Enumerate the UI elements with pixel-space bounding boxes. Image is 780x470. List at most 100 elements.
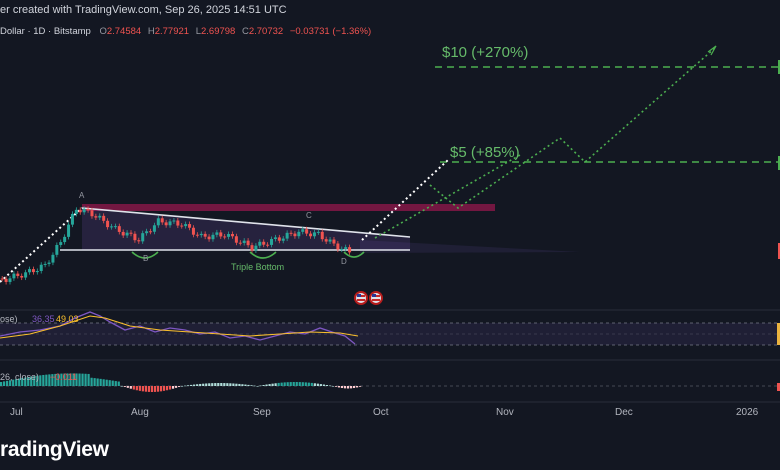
- macd-bar: [60, 373, 63, 386]
- macd-bar: [289, 382, 292, 386]
- macd-bar: [316, 383, 319, 386]
- candle-body: [223, 236, 227, 238]
- candle-body: [324, 239, 328, 242]
- low-value: 2.69798: [200, 26, 236, 37]
- open-value: 2.74584: [106, 26, 142, 37]
- point-d-label: D: [341, 257, 347, 266]
- candle-body: [113, 226, 117, 228]
- us-event-icon-2[interactable]: [369, 291, 383, 305]
- candle-body: [8, 278, 12, 282]
- bottom-arc-1: [131, 251, 159, 259]
- macd-bar: [238, 383, 241, 386]
- macd-bar: [0, 382, 3, 386]
- us-event-icon-1[interactable]: [354, 291, 368, 305]
- macd-bar: [174, 386, 178, 388]
- candle-body: [98, 215, 102, 218]
- macd-bar: [328, 385, 332, 387]
- macd-bar: [331, 386, 335, 387]
- candle-body: [47, 262, 51, 264]
- macd-bar: [48, 374, 51, 386]
- macd-bar: [181, 386, 184, 387]
- macd-bar: [241, 384, 244, 386]
- candle-body: [129, 232, 133, 234]
- macd-bar: [298, 382, 301, 386]
- macd-bar: [217, 383, 220, 386]
- macd-bar: [259, 385, 262, 387]
- macd-bar: [262, 385, 265, 386]
- candle-body: [250, 245, 254, 251]
- macd-bar: [147, 386, 151, 392]
- candle-body: [82, 208, 86, 213]
- macd-bar: [304, 382, 307, 386]
- macd-histogram: [0, 373, 362, 392]
- macd-bar: [159, 386, 163, 392]
- projection-dotted-path-2: [374, 154, 521, 239]
- projection-arrowhead: [707, 45, 717, 56]
- macd-bar: [346, 386, 350, 389]
- candle-body: [199, 233, 203, 236]
- macd-bar: [129, 386, 132, 389]
- macd-bar: [165, 386, 169, 391]
- macd-bar: [156, 386, 160, 392]
- candle-body: [4, 278, 8, 282]
- candle-body: [309, 233, 313, 237]
- macd-bar: [283, 382, 286, 386]
- macd-bar: [250, 385, 253, 386]
- candle-body: [207, 236, 211, 240]
- candle-body: [172, 220, 176, 222]
- candle-body: [55, 244, 59, 255]
- candle-body: [59, 242, 63, 245]
- candle-body: [16, 273, 20, 276]
- triangle-fill: [82, 208, 410, 250]
- candle-body: [270, 239, 274, 245]
- macd-bar: [199, 383, 202, 386]
- high-value: 2.77921: [154, 26, 190, 37]
- rsi-signal-line: [0, 315, 359, 339]
- macd-bar: [196, 384, 199, 386]
- target-10-label: $10 (+270%): [442, 44, 528, 61]
- macd-bar: [177, 386, 181, 387]
- candle-body: [281, 238, 285, 241]
- candle-body: [328, 239, 332, 242]
- candle-body: [51, 254, 55, 263]
- x-tick-jul: Jul: [10, 407, 23, 418]
- candle-body: [35, 270, 39, 273]
- target-5-label: $5 (+85%): [450, 144, 520, 161]
- rally-dotted-path: [0, 207, 83, 283]
- candle-body: [176, 220, 180, 226]
- macd-bar: [274, 383, 277, 386]
- macd-bar: [229, 383, 232, 386]
- candle-body: [262, 241, 266, 245]
- close-label: C: [241, 26, 249, 37]
- macd-bar: [51, 374, 54, 386]
- macd-bar: [96, 378, 99, 386]
- macd-bar: [135, 386, 138, 391]
- macd-bar: [42, 374, 45, 386]
- macd-bar: [75, 373, 78, 386]
- candle-body: [188, 224, 192, 228]
- macd-bar: [313, 383, 316, 386]
- candle-body: [90, 210, 94, 217]
- macd-bar: [295, 382, 298, 386]
- macd-bar: [220, 383, 223, 386]
- close-value: 2.70732: [248, 26, 284, 37]
- macd-bar: [232, 383, 235, 386]
- macd-bar: [187, 385, 190, 386]
- macd-bar: [63, 373, 66, 386]
- candle-body: [203, 233, 207, 237]
- point-b-label: B: [143, 254, 148, 263]
- candle-body: [74, 209, 78, 214]
- macd-bar: [205, 383, 208, 386]
- candle-body: [273, 237, 277, 240]
- candle-body: [266, 244, 270, 246]
- price-axis-marker: [778, 243, 780, 259]
- rsi-indicator-label: ose): [0, 314, 18, 324]
- candle-body: [297, 231, 301, 237]
- x-tick-dec: Dec: [615, 407, 633, 418]
- candle-body: [133, 233, 137, 241]
- candle-body: [195, 234, 199, 236]
- macd-bar: [18, 378, 21, 386]
- macd-bar: [310, 382, 313, 386]
- macd-bar: [144, 386, 147, 392]
